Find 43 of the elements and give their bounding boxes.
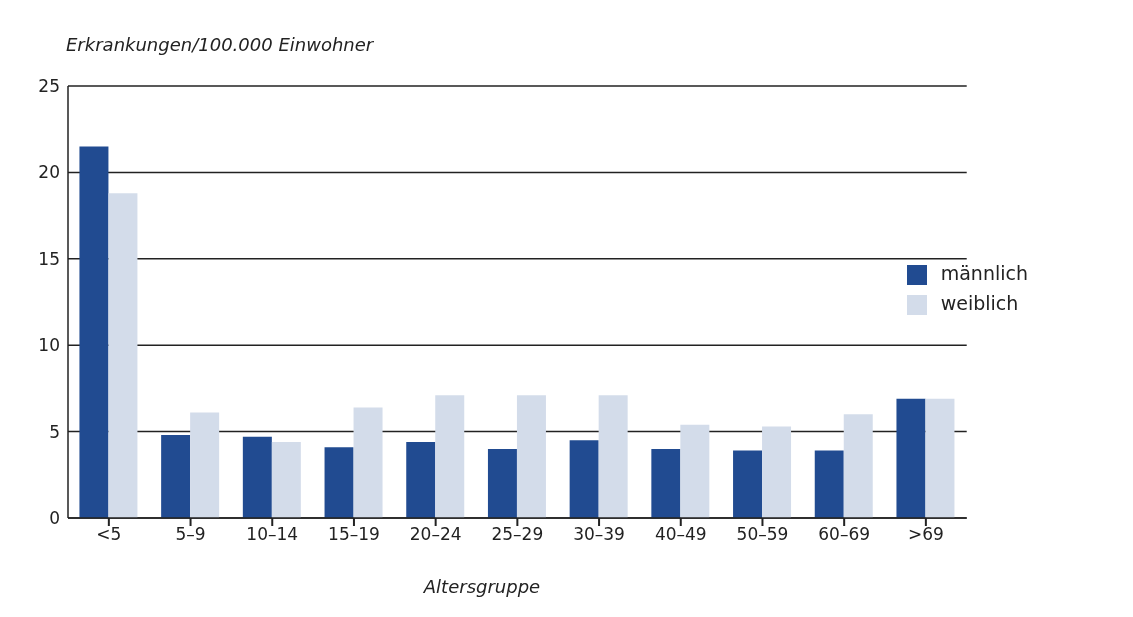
bar — [190, 412, 220, 518]
y-tick-label: 5 — [49, 421, 60, 442]
bar — [79, 146, 109, 518]
bar — [353, 407, 383, 518]
bar — [271, 441, 301, 518]
bar — [733, 450, 763, 518]
bar — [435, 395, 465, 518]
bar — [598, 395, 628, 518]
y-tick-label: 20 — [38, 162, 60, 183]
bar — [569, 440, 599, 518]
x-tick-label: 5–9 — [175, 524, 206, 545]
bar — [324, 447, 354, 518]
bar — [516, 395, 546, 518]
bar — [680, 424, 710, 518]
x-tick-label: <5 — [96, 524, 122, 545]
x-axis-title: Altersgruppe — [422, 576, 542, 597]
bar — [925, 398, 955, 518]
bar — [242, 436, 272, 518]
bar — [896, 398, 926, 518]
x-tick-label: 20–24 — [409, 524, 462, 545]
x-tick-label: 60–69 — [818, 524, 871, 545]
bar — [762, 426, 792, 518]
y-tick-label: 10 — [38, 335, 60, 356]
x-tick-label: 30–39 — [573, 524, 625, 545]
bar — [651, 448, 681, 518]
y-tick-label: 0 — [49, 508, 60, 529]
bar — [108, 193, 138, 518]
bar — [487, 448, 517, 518]
x-tick-label: 40–49 — [654, 524, 707, 545]
bar — [843, 414, 873, 518]
y-tick-label: 25 — [38, 76, 60, 97]
bar — [161, 435, 191, 518]
x-tick-label: 15–19 — [328, 524, 380, 545]
x-tick-label: >69 — [907, 524, 944, 545]
y-axis-title: Erkrankungen/100.000 Einwohner — [66, 34, 374, 55]
y-tick-label: 15 — [38, 248, 60, 269]
bar — [406, 441, 436, 518]
x-tick-label: 25–29 — [491, 524, 544, 545]
legend-label: weiblich — [940, 292, 1019, 314]
x-tick-label: 50–59 — [736, 524, 789, 545]
bar — [814, 450, 844, 518]
legend-label: männlich — [940, 262, 1028, 284]
x-tick-label: 10–14 — [246, 524, 299, 545]
